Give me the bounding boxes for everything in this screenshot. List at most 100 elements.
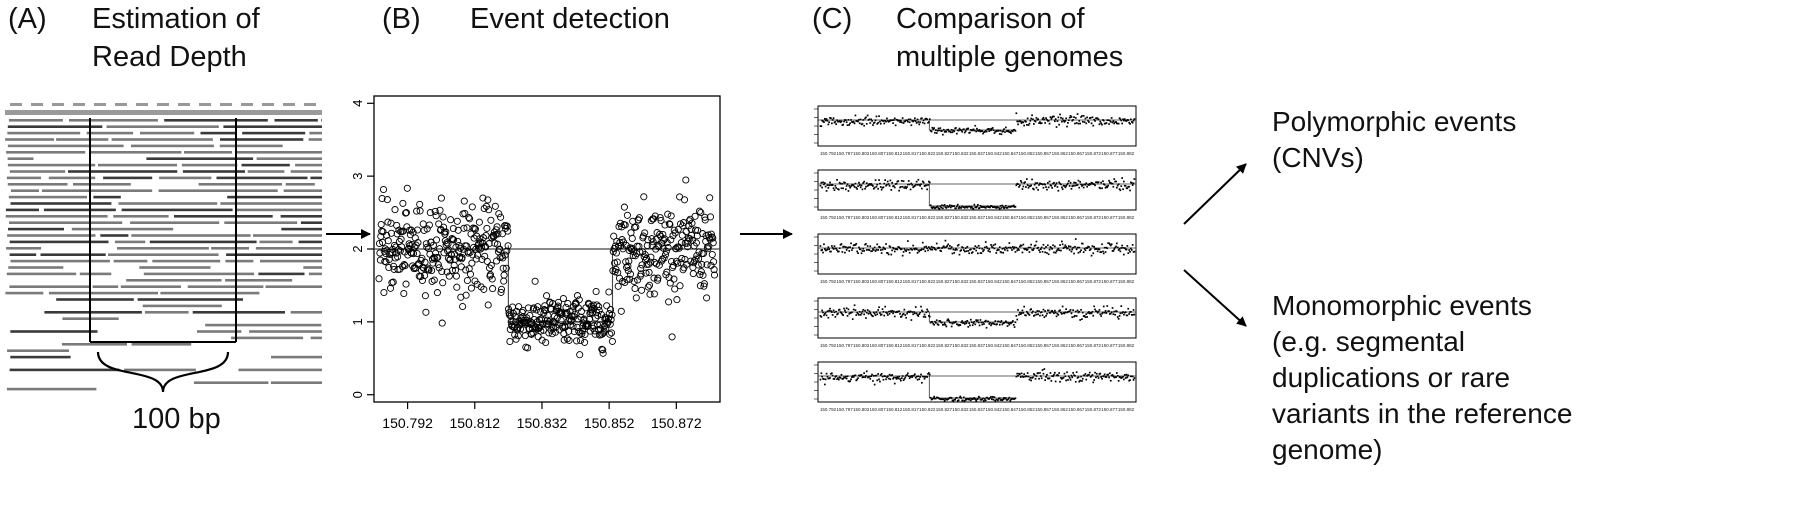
read-depth-point: [664, 210, 672, 218]
mini-depth-point: [977, 204, 979, 206]
mini-depth-point: [897, 119, 900, 122]
mini-depth-point: [905, 119, 907, 122]
mini-depth-point: [1130, 181, 1132, 184]
mini-x-tick-label: 150.852: [1019, 151, 1036, 156]
mini-x-tick-label: 150.792: [820, 151, 837, 156]
mini-depth-point: [826, 184, 829, 186]
mini-depth-point: [1054, 185, 1056, 187]
mini-x-tick-label: 150.877: [1101, 407, 1118, 412]
read-depth-point: [429, 241, 437, 249]
mini-depth-point: [1092, 124, 1095, 127]
mini-depth-point: [1094, 248, 1096, 251]
sequencing-read: [8, 266, 64, 269]
mini-depth-point: [1108, 123, 1110, 125]
mini-x-tick-label: 150.862: [1052, 407, 1069, 412]
mini-depth-point: [997, 399, 999, 402]
read-depth-point: [696, 282, 704, 290]
mini-depth-point: [984, 206, 986, 209]
sequencing-read: [260, 259, 322, 263]
mini-x-tick-label: 150.807: [870, 407, 887, 412]
read-depth-point: [443, 268, 451, 276]
mini-depth-point: [863, 372, 865, 374]
mini-depth-point: [896, 376, 899, 378]
mini-depth-point: [942, 398, 945, 401]
mini-depth-point: [916, 118, 919, 121]
mini-depth-point: [835, 187, 837, 189]
read-depth-point: [429, 259, 437, 267]
read-depth-point: [660, 254, 668, 262]
mini-depth-point: [1133, 118, 1136, 120]
sequencing-read: [283, 189, 322, 192]
mini-depth-point: [1084, 373, 1087, 375]
mini-depth-point: [1109, 312, 1112, 315]
mini-depth-point: [942, 323, 945, 326]
mini-depth-point: [1027, 186, 1030, 189]
mini-depth-point: [914, 248, 916, 251]
mini-depth-point: [905, 374, 907, 377]
mini-depth-point: [1052, 311, 1054, 313]
mini-depth-point: [1033, 247, 1035, 250]
mini-depth-point: [1099, 251, 1102, 253]
mini-depth-point: [1119, 312, 1122, 315]
read-depth-point: [462, 291, 470, 299]
mini-depth-point: [904, 120, 907, 123]
mini-depth-point: [865, 185, 867, 188]
read-depth-point: [579, 322, 587, 330]
read-depth-point: [691, 212, 699, 220]
mini-depth-point: [1102, 250, 1104, 253]
mini-depth-point: [1068, 249, 1071, 251]
mini-depth-point: [959, 395, 962, 398]
mini-depth-point: [1030, 117, 1032, 120]
mini-depth-point: [1013, 206, 1016, 208]
mini-depth-point: [1110, 117, 1113, 119]
mini-depth-point: [865, 182, 868, 184]
read-depth-point: [544, 311, 552, 319]
read-depth-point: [607, 306, 615, 314]
mini-depth-point: [857, 185, 859, 187]
mini-depth-point: [823, 183, 825, 186]
mini-depth-point: [1130, 375, 1132, 378]
mini-depth-point: [1065, 308, 1067, 310]
mini-depth-point: [937, 127, 940, 130]
mini-depth-point: [1053, 115, 1055, 118]
mini-depth-point: [860, 123, 863, 126]
read-depth-point: [394, 253, 402, 261]
mini-depth-point: [871, 250, 873, 252]
mini-depth-point: [953, 252, 956, 254]
mini-depth-point: [1113, 376, 1116, 379]
mini-depth-point: [1038, 122, 1040, 124]
read-depth-point: [452, 272, 460, 280]
read-depth-point: [466, 270, 475, 278]
mini-depth-point: [824, 185, 827, 188]
mini-depth-point: [838, 378, 840, 381]
mini-depth-point: [1129, 123, 1131, 125]
mini-depth-point: [1052, 375, 1054, 378]
read-depth-point: [564, 299, 572, 308]
read-depth-point: [600, 327, 608, 335]
mini-depth-point: [858, 246, 860, 249]
mini-depth-point: [1076, 184, 1079, 186]
mini-depth-point: [1109, 181, 1111, 184]
mini-depth-point: [1024, 375, 1026, 378]
mini-depth-point: [839, 311, 842, 313]
mini-depth-point: [1117, 318, 1120, 320]
mini-depth-point: [941, 398, 943, 400]
mini-x-tick-label: 150.882: [1118, 343, 1135, 348]
mini-depth-point: [1002, 251, 1005, 254]
mini-depth-point: [1064, 375, 1067, 378]
mini-depth-point: [1006, 130, 1009, 133]
mini-depth-point: [1062, 247, 1065, 249]
mini-depth-point: [907, 375, 910, 377]
mini-depth-point: [964, 130, 967, 133]
read-depth-point: [381, 245, 389, 253]
mini-depth-point: [1051, 309, 1053, 312]
read-depth-point: [414, 239, 422, 247]
mini-depth-point: [893, 247, 895, 250]
mini-depth-point: [879, 120, 881, 123]
mini-depth-point: [1021, 121, 1024, 123]
mini-depth-point: [994, 243, 997, 246]
mini-depth-point: [925, 375, 928, 378]
mini-depth-point: [1013, 246, 1016, 249]
read-depth-point: [701, 216, 709, 224]
mini-depth-point: [982, 132, 984, 135]
